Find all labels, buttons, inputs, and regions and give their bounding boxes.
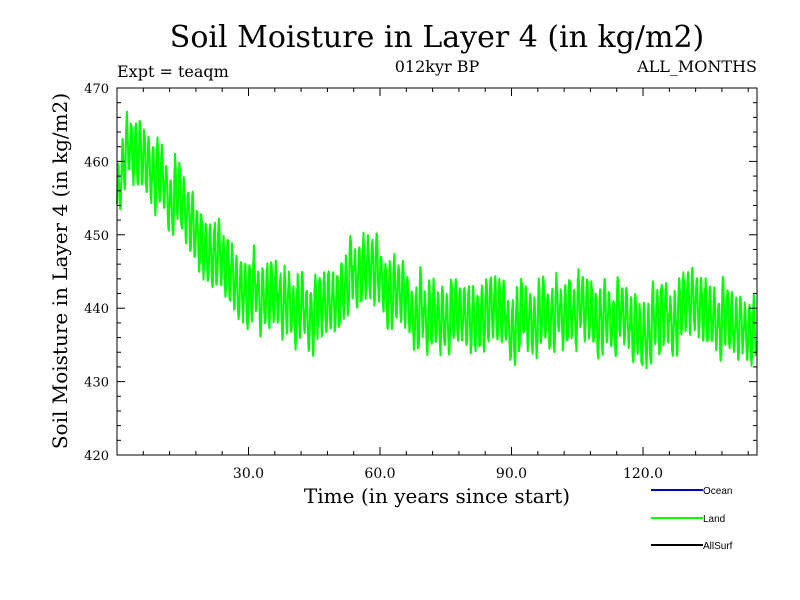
x-tick-label: 30.0: [233, 466, 264, 482]
y-tick-label: 430: [84, 376, 109, 391]
y-tick-label: 460: [84, 155, 109, 170]
ticks-layer: 420 430 440 450 460 470 30.0 60.0 90.0 120.0: [84, 82, 757, 482]
y-tick-label: 420: [84, 449, 109, 464]
y-axis-label: Soil Moisture in Layer 4 (in kg/m2): [48, 93, 72, 449]
plot-area: 420 430 440 450 460 470 30.0 60.0 90.0 120.0: [84, 82, 758, 482]
months-label: ALL_MONTHS: [636, 57, 757, 76]
y-tick-label: 470: [84, 82, 109, 97]
legend: Ocean Land AllSurf: [651, 486, 733, 552]
x-tick-label: 120.0: [623, 466, 663, 482]
legend-label-land: Land: [703, 514, 725, 525]
series-layer: [116, 110, 758, 370]
expt-label: Expt = teaqm: [117, 62, 229, 81]
legend-label-allsurf: AllSurf: [703, 541, 733, 552]
period-label: 012kyr BP: [395, 57, 480, 76]
y-tick-label: 440: [84, 302, 109, 317]
chart-title: Soil Moisture in Layer 4 (in kg/m2): [170, 20, 704, 55]
x-tick-label: 90.0: [496, 466, 527, 482]
land-series-line: [116, 110, 758, 370]
x-tick-label: 60.0: [364, 466, 395, 482]
x-axis-label: Time (in years since start): [304, 484, 570, 508]
y-tick-label: 450: [84, 229, 109, 244]
legend-label-ocean: Ocean: [703, 486, 732, 497]
plot-frame: [116, 87, 758, 456]
